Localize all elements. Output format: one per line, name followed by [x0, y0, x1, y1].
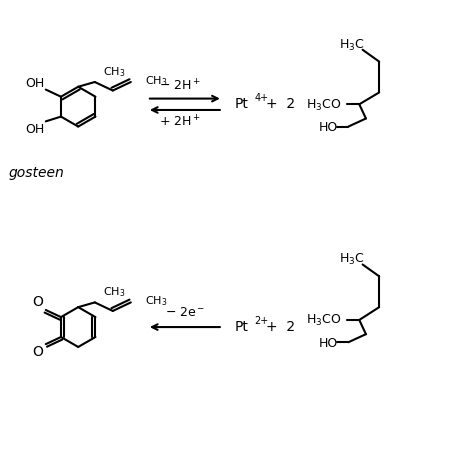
Text: +  2: + 2 — [266, 97, 295, 111]
Text: H$_3$C: H$_3$C — [339, 37, 365, 53]
Text: CH$_3$: CH$_3$ — [102, 65, 125, 79]
Text: O: O — [32, 295, 43, 309]
Text: OH: OH — [25, 123, 45, 136]
Text: CH$_3$: CH$_3$ — [102, 285, 125, 299]
Text: $-$ 2e$^-$: $-$ 2e$^-$ — [164, 306, 205, 319]
Text: +  2: + 2 — [266, 320, 295, 334]
Text: H$_3$CO: H$_3$CO — [306, 98, 341, 113]
Text: 4+: 4+ — [255, 93, 269, 103]
Text: CH$_3$: CH$_3$ — [145, 294, 167, 309]
Text: H$_3$C: H$_3$C — [339, 252, 365, 267]
Text: gosteen: gosteen — [9, 166, 64, 180]
Text: HO: HO — [319, 337, 338, 350]
Text: $-$ 2H$^+$: $-$ 2H$^+$ — [159, 79, 201, 94]
Text: HO: HO — [319, 121, 338, 135]
Text: Pt: Pt — [235, 97, 248, 111]
Text: OH: OH — [25, 77, 45, 91]
Text: $+$ 2H$^+$: $+$ 2H$^+$ — [159, 115, 201, 130]
Text: H$_3$CO: H$_3$CO — [306, 313, 341, 328]
Text: Pt: Pt — [235, 320, 248, 334]
Text: O: O — [32, 345, 43, 359]
Text: CH$_3$: CH$_3$ — [145, 74, 167, 88]
Text: 2+: 2+ — [255, 316, 269, 326]
